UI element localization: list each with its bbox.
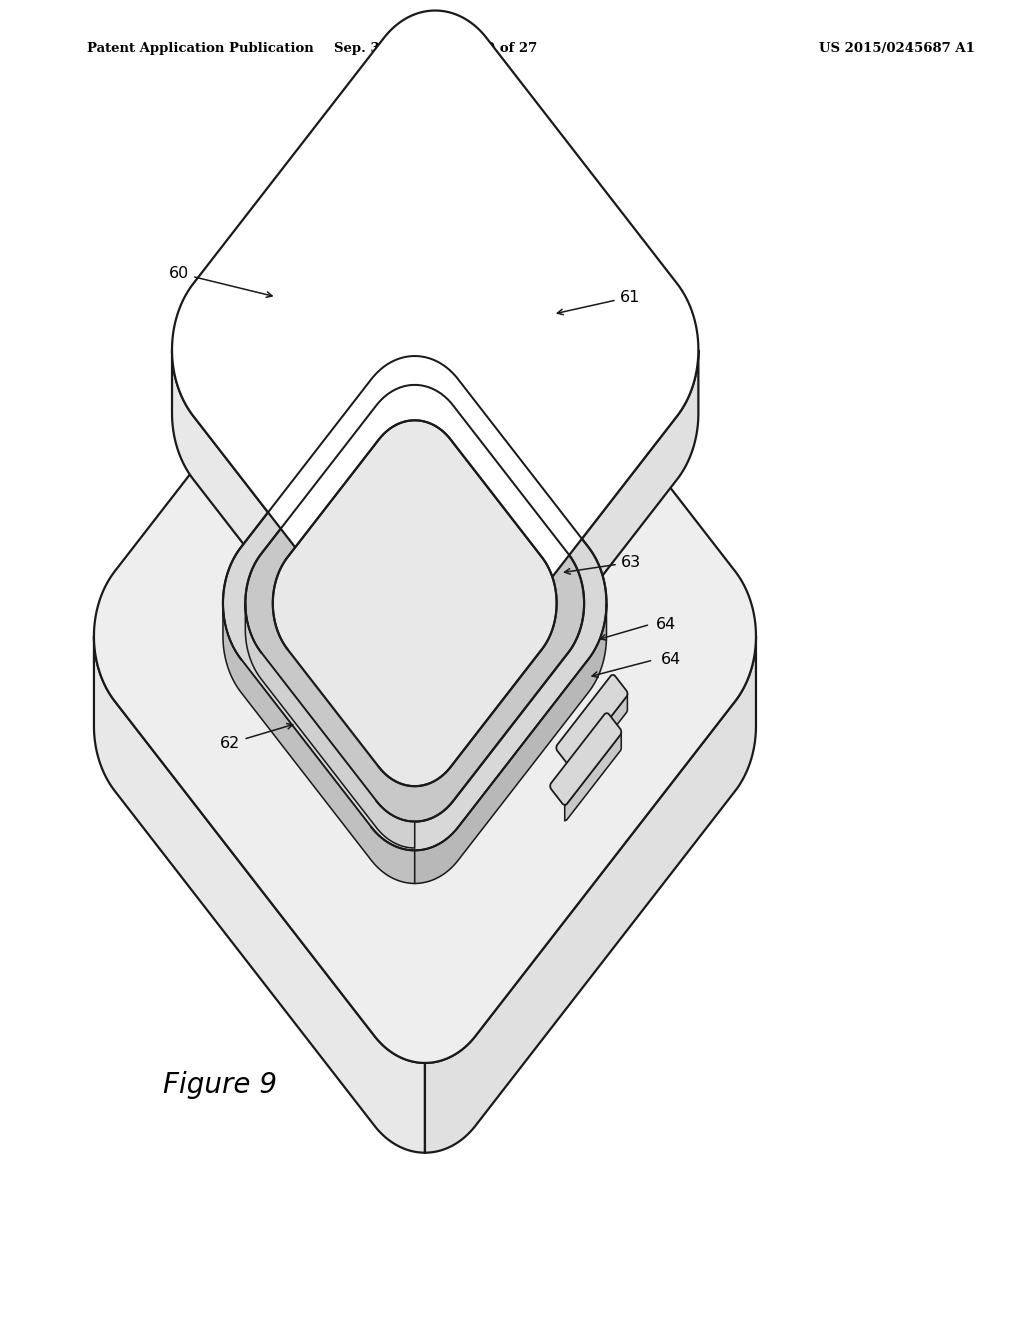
Text: 62: 62: [220, 723, 293, 751]
Text: 61: 61: [557, 289, 640, 314]
Polygon shape: [415, 603, 606, 883]
Polygon shape: [172, 11, 698, 689]
Text: Figure 9: Figure 9: [163, 1071, 278, 1100]
Text: 64: 64: [655, 616, 676, 632]
Polygon shape: [570, 693, 628, 783]
Polygon shape: [246, 385, 584, 821]
Text: Sep. 3, 2015   Sheet 9 of 27: Sep. 3, 2015 Sheet 9 of 27: [334, 42, 537, 55]
Text: US 2015/0245687 A1: US 2015/0245687 A1: [819, 42, 975, 55]
Polygon shape: [425, 636, 756, 1152]
Polygon shape: [246, 603, 415, 847]
Text: Patent Application Publication: Patent Application Publication: [87, 42, 313, 55]
Text: 64: 64: [660, 652, 681, 668]
Text: 63: 63: [564, 554, 641, 574]
Polygon shape: [550, 713, 622, 805]
Polygon shape: [223, 356, 606, 850]
Polygon shape: [94, 210, 756, 1063]
Polygon shape: [172, 350, 435, 752]
Polygon shape: [94, 636, 425, 1152]
Polygon shape: [556, 675, 628, 767]
Polygon shape: [272, 420, 557, 787]
Polygon shape: [435, 350, 698, 752]
Polygon shape: [223, 603, 415, 883]
Text: 60: 60: [169, 265, 272, 297]
Polygon shape: [564, 731, 622, 821]
